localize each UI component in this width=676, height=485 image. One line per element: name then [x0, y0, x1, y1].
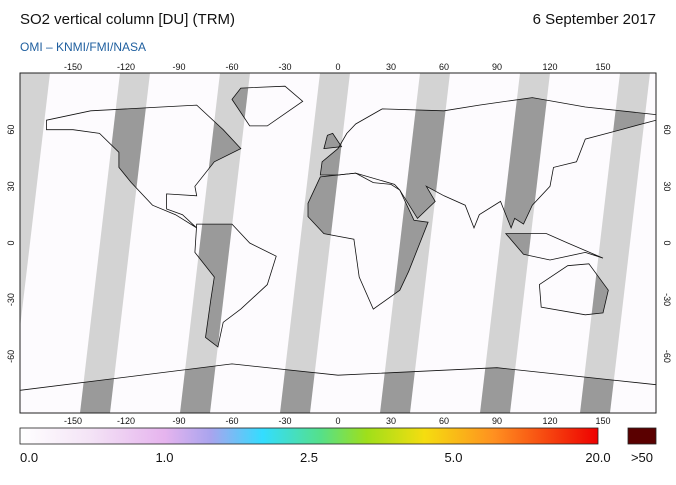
coastline [504, 233, 604, 261]
lon-label-bottom: -150 [64, 416, 82, 426]
coastline [194, 223, 277, 348]
lon-label-bottom: 60 [439, 416, 449, 426]
lon-label-top: 90 [492, 62, 502, 72]
lat-label-right: -60 [662, 350, 672, 363]
satellite-swath [20, 73, 120, 413]
lon-label-top: -150 [64, 62, 82, 72]
lat-label-right: -30 [662, 293, 672, 306]
coastline [46, 104, 242, 229]
coastline [20, 363, 656, 413]
land [323, 133, 342, 149]
map [20, 73, 656, 413]
lon-label-top: -90 [172, 62, 185, 72]
satellite-swath [610, 73, 656, 413]
subtitle: OMI – KNMI/FMI/NASA [20, 40, 146, 54]
satellite-swath [210, 73, 320, 413]
lat-label-left: -30 [6, 293, 16, 306]
satellite-swath [110, 73, 220, 413]
colorbar-overflow-label: >50 [631, 450, 653, 465]
satellite-swath [510, 73, 620, 413]
lon-label-bottom: 0 [335, 416, 340, 426]
lon-label-top: 30 [386, 62, 396, 72]
colorbar-label: 1.0 [155, 450, 173, 465]
lat-label-left: 0 [6, 240, 16, 245]
coastline [307, 172, 429, 310]
coastline [231, 85, 304, 127]
colorbar-label: 5.0 [444, 450, 462, 465]
lon-label-bottom: 30 [386, 416, 396, 426]
colorbar-label: 2.5 [300, 450, 318, 465]
colorbar-overflow [627, 427, 657, 445]
lon-label-bottom: 150 [595, 416, 610, 426]
lon-label-bottom: -60 [225, 416, 238, 426]
colorbar [19, 427, 599, 445]
lat-label-right: 0 [662, 240, 672, 245]
title: SO2 vertical column [DU] (TRM) [20, 11, 235, 28]
coastline [323, 132, 343, 150]
date: 6 September 2017 [533, 11, 656, 28]
lon-label-bottom: -30 [278, 416, 291, 426]
lon-label-top: -120 [117, 62, 135, 72]
lon-label-top: 150 [595, 62, 610, 72]
lat-label-right: 60 [662, 125, 672, 135]
lat-label-left: 60 [6, 125, 16, 135]
lon-label-bottom: 120 [542, 416, 557, 426]
coastline [319, 97, 656, 230]
colorbar-label: 0.0 [20, 450, 38, 465]
lon-label-top: -30 [278, 62, 291, 72]
lat-label-right: 30 [662, 181, 672, 191]
lon-label-top: 60 [439, 62, 449, 72]
lon-label-bottom: -120 [117, 416, 135, 426]
lat-label-left: -60 [6, 350, 16, 363]
lat-label-left: 30 [6, 181, 16, 191]
lon-label-bottom: -90 [172, 416, 185, 426]
lon-label-top: 0 [335, 62, 340, 72]
map-frame [19, 72, 657, 414]
lon-label-top: 120 [542, 62, 557, 72]
lon-label-top: -60 [225, 62, 238, 72]
satellite-swath [410, 73, 520, 413]
colorbar-label: 20.0 [585, 450, 610, 465]
lon-label-bottom: 90 [492, 416, 502, 426]
coastline [538, 263, 609, 316]
satellite-swath [310, 73, 420, 413]
